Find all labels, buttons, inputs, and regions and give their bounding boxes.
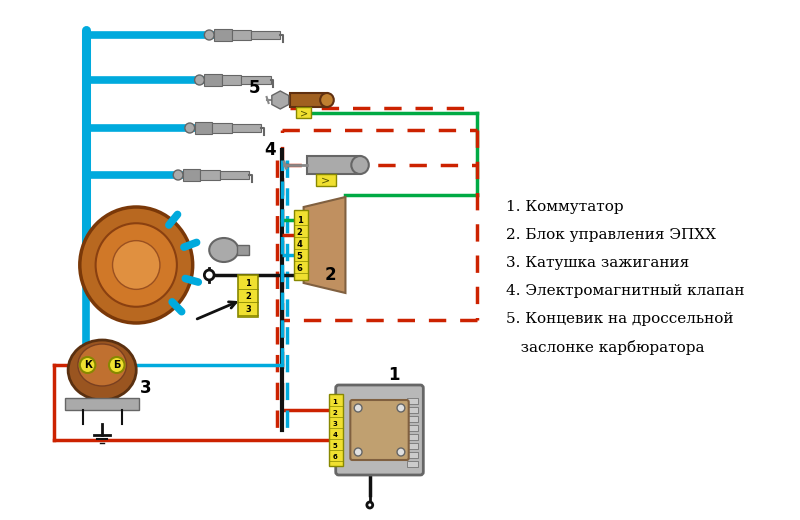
Text: 6: 6 <box>297 264 302 272</box>
Polygon shape <box>272 91 289 109</box>
Bar <box>406 416 418 422</box>
Bar <box>238 275 258 317</box>
Bar <box>242 76 270 84</box>
Bar <box>194 122 212 134</box>
Circle shape <box>367 502 373 508</box>
Bar <box>214 29 232 41</box>
Text: 1: 1 <box>246 279 251 288</box>
Bar <box>329 394 342 466</box>
Circle shape <box>95 223 177 307</box>
Bar <box>222 75 242 85</box>
Bar <box>204 74 222 86</box>
Circle shape <box>204 270 214 280</box>
Text: 5. Концевик на дроссельной: 5. Концевик на дроссельной <box>506 312 734 326</box>
Circle shape <box>194 75 204 85</box>
FancyBboxPatch shape <box>350 400 409 460</box>
Bar <box>406 461 418 467</box>
Bar <box>65 398 139 410</box>
Text: 1. Коммутатор: 1. Коммутатор <box>506 200 624 214</box>
Bar <box>406 425 418 431</box>
Text: заслонке карбюратора: заслонке карбюратора <box>506 340 705 355</box>
Text: 1: 1 <box>388 366 400 384</box>
Text: 2. Блок управления ЭПХХ: 2. Блок управления ЭПХХ <box>506 228 716 242</box>
FancyBboxPatch shape <box>336 385 423 475</box>
Text: 3: 3 <box>246 305 251 314</box>
Text: 2: 2 <box>325 266 337 284</box>
Text: >: > <box>299 108 308 118</box>
Text: 1: 1 <box>332 399 337 405</box>
Circle shape <box>174 170 183 180</box>
Text: 5: 5 <box>332 443 337 449</box>
Text: Б: Б <box>113 360 121 370</box>
Circle shape <box>80 207 193 323</box>
Bar <box>220 171 249 179</box>
Bar <box>406 434 418 440</box>
Circle shape <box>109 357 125 373</box>
Circle shape <box>185 123 194 133</box>
Ellipse shape <box>78 344 126 386</box>
Bar <box>406 443 418 449</box>
Circle shape <box>354 404 362 412</box>
Bar <box>212 123 232 133</box>
Bar <box>306 156 360 174</box>
Circle shape <box>351 156 369 174</box>
Bar <box>316 174 336 186</box>
Text: 4: 4 <box>297 240 302 249</box>
Circle shape <box>397 448 405 456</box>
Text: 6: 6 <box>332 454 337 460</box>
Text: 3. Катушка зажигания: 3. Катушка зажигания <box>506 256 690 270</box>
Bar <box>238 245 249 255</box>
Text: 2: 2 <box>297 228 302 237</box>
Bar <box>294 210 307 280</box>
Bar <box>232 30 251 40</box>
Bar <box>290 93 327 107</box>
Ellipse shape <box>68 340 136 400</box>
Text: 4: 4 <box>332 432 338 438</box>
Text: 5: 5 <box>297 252 302 261</box>
Circle shape <box>80 357 95 373</box>
Circle shape <box>397 404 405 412</box>
Text: 3: 3 <box>140 379 152 397</box>
Bar <box>296 107 311 118</box>
Polygon shape <box>304 197 346 293</box>
Text: 4: 4 <box>265 141 276 159</box>
Text: 4. Электромагнитный клапан: 4. Электромагнитный клапан <box>506 284 745 298</box>
Circle shape <box>354 448 362 456</box>
Bar <box>406 398 418 404</box>
Text: К: К <box>84 360 91 370</box>
Text: >: > <box>320 175 330 185</box>
Text: 1: 1 <box>297 215 302 225</box>
Circle shape <box>113 241 160 289</box>
Ellipse shape <box>210 238 238 262</box>
Bar <box>406 407 418 413</box>
Text: 2: 2 <box>332 410 337 416</box>
Bar <box>201 170 220 180</box>
Text: 5: 5 <box>250 79 261 97</box>
Circle shape <box>320 93 334 107</box>
Bar <box>183 169 201 181</box>
Bar <box>251 31 280 39</box>
Bar <box>232 124 261 132</box>
Bar <box>406 452 418 458</box>
Text: 2: 2 <box>246 292 251 301</box>
Circle shape <box>204 30 214 40</box>
Text: 3: 3 <box>332 421 337 427</box>
